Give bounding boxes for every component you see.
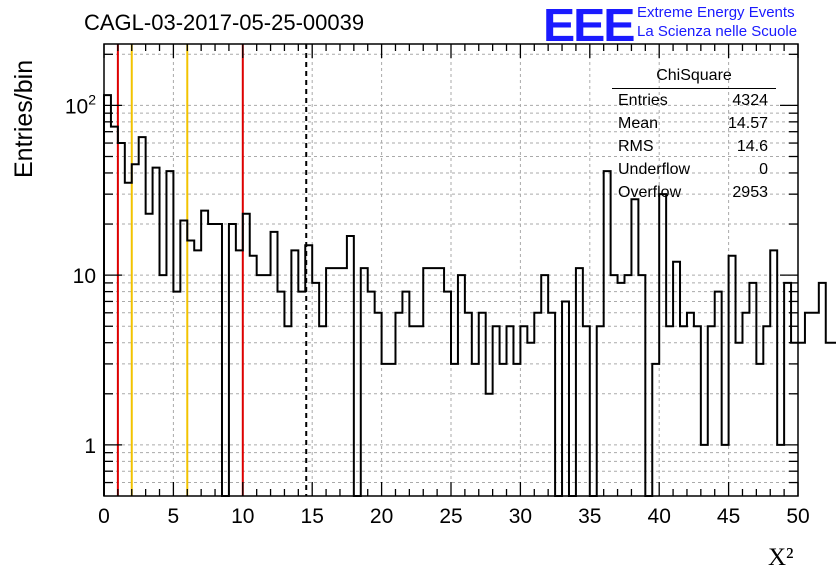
stats-title: ChiSquare [612,64,776,89]
stats-label: Mean [618,115,659,132]
plot-frame [103,43,799,497]
x-tick-label: 35 [578,505,601,528]
x-tick-label: 25 [439,505,462,528]
stats-label: Overflow [618,184,682,201]
x-tick-label: 10 [231,505,254,528]
x-tick-label: 50 [786,505,809,528]
stats-box: ChiSquare Entries 4324 Mean 14.57 RMS 14… [612,64,776,204]
stats-label: RMS [618,138,654,155]
stats-row-entries: Entries 4324 [612,89,776,112]
logo-tagline-1: Extreme Energy Events [637,4,795,21]
stats-row-rms: RMS 14.6 [612,135,776,158]
y-tick-label: 1 [84,435,96,458]
x-axis-label: X² [768,544,794,571]
x-tick-label: 20 [370,505,393,528]
x-tick-label: 5 [168,505,180,528]
stats-value: 14.57 [727,115,768,132]
stats-value: 4324 [732,92,768,109]
x-tick-label: 15 [301,505,324,528]
stats-row-underflow: Underflow 0 [612,158,776,181]
y-tick-label: 10 [73,265,96,288]
stats-value: 2953 [732,184,768,201]
run-title: CAGL-03-2017-05-25-00039 [84,10,365,35]
eee-logo: EEE [543,0,635,51]
x-tick-label: 0 [98,505,110,528]
y-tick-label: 102 [65,91,96,118]
x-tick-label: 40 [648,505,671,528]
logo-tagline-2: La Scienza nelle Scuole [637,23,798,40]
x-tick-label: 45 [717,505,740,528]
stats-row-overflow: Overflow 2953 [612,181,776,204]
stats-row-mean: Mean 14.57 [612,112,776,135]
y-axis-label: Entries/bin [10,60,38,178]
stats-value: 0 [759,161,768,178]
stats-value: 14.6 [736,138,768,155]
stats-label: Underflow [618,161,691,178]
histogram-series [103,94,836,497]
x-tick-label: 30 [509,505,532,528]
stats-label: Entries [618,92,668,109]
